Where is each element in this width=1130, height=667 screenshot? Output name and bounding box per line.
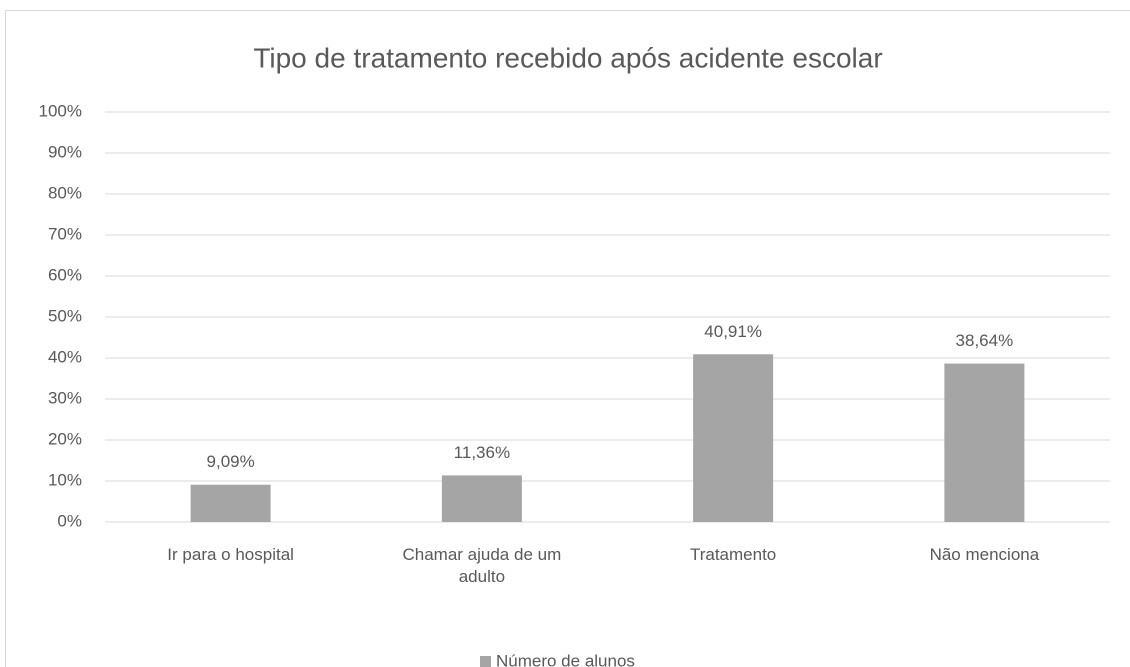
y-tick-label: 30% (48, 388, 82, 407)
bar (441, 475, 522, 522)
x-tick-label: Não menciona (929, 545, 1040, 564)
y-tick-label: 0% (57, 511, 82, 530)
data-label: 40,91% (704, 322, 762, 341)
y-tick-label: 10% (48, 470, 82, 489)
bar (190, 484, 271, 522)
y-tick-label: 90% (48, 142, 82, 161)
legend-swatch (480, 656, 491, 667)
x-tick-label: Chamar ajuda de um adulto (402, 545, 562, 586)
bar (944, 363, 1025, 522)
legend-label: Número de alunos (496, 651, 635, 667)
chart-title: Tipo de tratamento recebido após acident… (253, 42, 882, 73)
y-tick-label: 40% (48, 347, 82, 366)
y-tick-label: 50% (48, 306, 82, 325)
y-tick-label: 20% (48, 429, 82, 448)
data-label: 38,64% (956, 331, 1014, 350)
y-tick-label: 60% (48, 265, 82, 284)
y-tick-label: 70% (48, 224, 82, 243)
y-tick-label: 100% (39, 101, 82, 120)
y-tick-label: 80% (48, 183, 82, 202)
bar (693, 354, 774, 522)
chart-border (5, 10, 1130, 667)
data-label: 9,09% (207, 452, 255, 471)
x-tick-label: Tratamento (689, 545, 777, 564)
x-tick-label: Ir para o hospital (167, 545, 294, 564)
data-label: 11,36% (454, 443, 510, 462)
